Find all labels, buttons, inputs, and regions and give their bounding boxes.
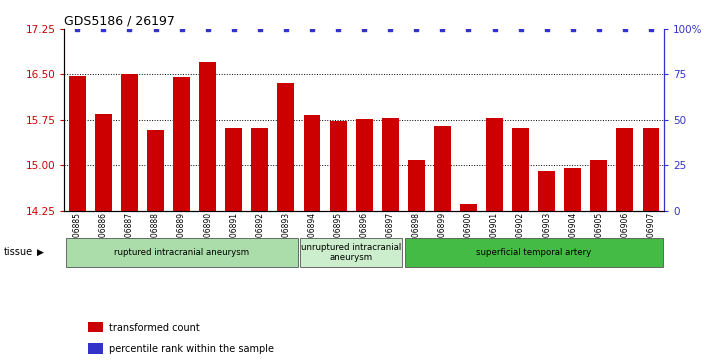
Point [567, 26, 578, 32]
Text: transformed count: transformed count [109, 323, 200, 333]
Bar [434, 126, 451, 211]
Bar [69, 76, 86, 211]
Point [645, 26, 657, 32]
Bar [460, 204, 477, 211]
Point [385, 26, 396, 32]
Bar [538, 171, 555, 211]
Point [489, 26, 501, 32]
Point [228, 26, 239, 32]
Point [593, 26, 605, 32]
Bar [643, 128, 660, 211]
Point [411, 26, 422, 32]
Point [463, 26, 474, 32]
Bar [121, 74, 138, 211]
Bar [486, 118, 503, 211]
Bar [89, 322, 104, 333]
Bar [382, 118, 398, 211]
Text: tissue: tissue [4, 247, 33, 257]
Point [306, 26, 318, 32]
Bar [173, 77, 190, 211]
Bar [303, 115, 321, 211]
Text: GDS5186 / 26197: GDS5186 / 26197 [64, 15, 175, 28]
Text: ruptured intracranial aneurysm: ruptured intracranial aneurysm [114, 248, 249, 257]
Point [437, 26, 448, 32]
Bar [199, 62, 216, 211]
Bar [226, 128, 242, 211]
FancyBboxPatch shape [66, 237, 298, 267]
Bar [330, 121, 346, 211]
Bar [512, 128, 529, 211]
Point [150, 26, 161, 32]
Bar [251, 128, 268, 211]
Text: unruptured intracranial
aneurysm: unruptured intracranial aneurysm [301, 242, 401, 262]
Bar [564, 168, 581, 211]
Point [202, 26, 213, 32]
Point [541, 26, 553, 32]
Point [619, 26, 630, 32]
Bar [356, 119, 373, 211]
Point [176, 26, 187, 32]
Text: superficial temporal artery: superficial temporal artery [476, 248, 591, 257]
Point [71, 26, 83, 32]
Point [124, 26, 135, 32]
Text: ▶: ▶ [37, 248, 44, 257]
Text: percentile rank within the sample: percentile rank within the sample [109, 344, 274, 354]
Bar [616, 128, 633, 211]
Bar [89, 343, 104, 354]
Point [332, 26, 343, 32]
Point [280, 26, 291, 32]
Bar [95, 114, 112, 211]
Point [254, 26, 266, 32]
Point [98, 26, 109, 32]
FancyBboxPatch shape [301, 237, 402, 267]
Bar [590, 160, 608, 211]
Point [358, 26, 370, 32]
FancyBboxPatch shape [405, 237, 663, 267]
Point [515, 26, 526, 32]
Bar [147, 130, 164, 211]
Bar [278, 83, 294, 211]
Bar [408, 160, 425, 211]
